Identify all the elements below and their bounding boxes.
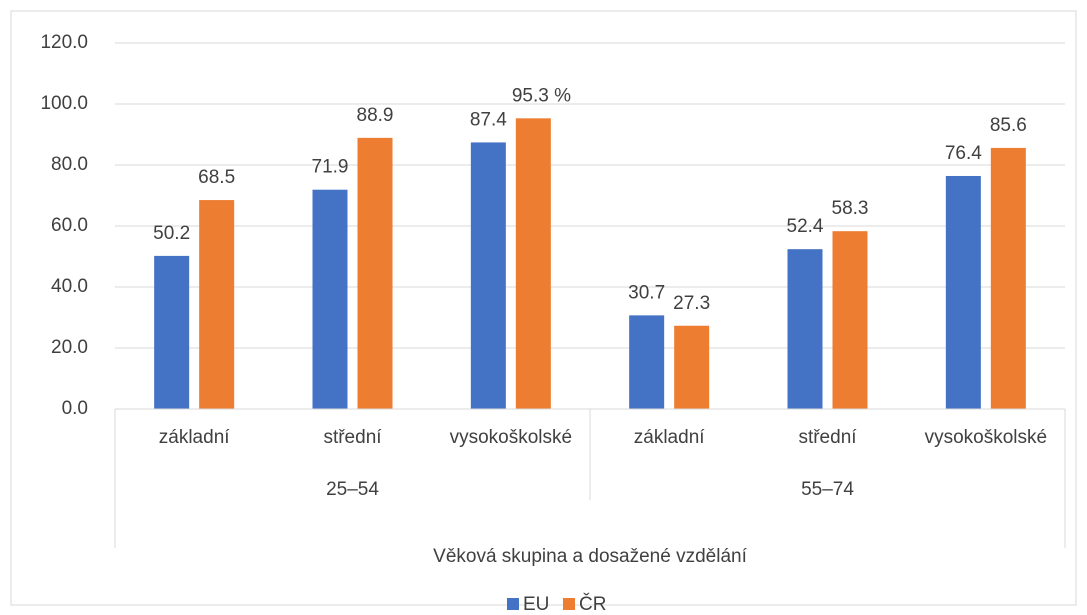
data-label: 87.4 xyxy=(470,109,507,130)
x-tick-label: střední xyxy=(798,427,857,448)
y-tick-label: 40.0 xyxy=(51,276,88,297)
bar xyxy=(154,255,190,409)
data-label: 50.2 xyxy=(153,223,190,244)
x-tick-label: vysokoškolské xyxy=(925,427,1048,448)
bar xyxy=(629,315,665,409)
group-label: 25–54 xyxy=(326,479,379,500)
bar xyxy=(357,137,393,410)
legend-swatch xyxy=(507,598,519,610)
y-tick-label: 100.0 xyxy=(40,93,88,114)
bar xyxy=(199,200,235,409)
legend-swatch xyxy=(563,598,575,610)
bar xyxy=(832,231,868,409)
bar xyxy=(515,118,551,410)
data-label: 76.4 xyxy=(945,143,982,164)
x-axis-title: Věková skupina a dosažené vzdělání xyxy=(433,546,747,567)
data-label: 27.3 xyxy=(673,293,710,314)
data-label: 52.4 xyxy=(787,216,824,237)
data-label: 95.3 % xyxy=(512,85,571,106)
y-tick-label: 20.0 xyxy=(51,337,88,358)
y-tick-label: 60.0 xyxy=(51,215,88,236)
bar xyxy=(990,147,1026,410)
bar xyxy=(945,175,981,409)
data-label: 58.3 xyxy=(832,198,869,219)
data-label: 68.5 xyxy=(198,167,235,188)
y-tick-label: 0.0 xyxy=(62,398,88,419)
bar xyxy=(674,325,710,409)
legend-label: ČR xyxy=(579,593,606,615)
bar xyxy=(312,189,348,409)
data-label: 71.9 xyxy=(312,157,349,178)
group-label: 55–74 xyxy=(801,479,854,500)
data-label: 85.6 xyxy=(990,115,1027,136)
x-tick-label: vysokoškolské xyxy=(450,427,573,448)
data-label: 30.7 xyxy=(628,282,665,303)
x-tick-label: střední xyxy=(323,427,382,448)
x-tick-label: základní xyxy=(634,427,705,448)
x-tick-label: základní xyxy=(159,427,230,448)
y-tick-label: 120.0 xyxy=(40,32,88,53)
legend-label: EU xyxy=(523,594,549,615)
bar xyxy=(787,249,823,409)
bar xyxy=(470,142,506,409)
data-label: 88.9 xyxy=(357,105,394,126)
y-tick-label: 80.0 xyxy=(51,154,88,175)
